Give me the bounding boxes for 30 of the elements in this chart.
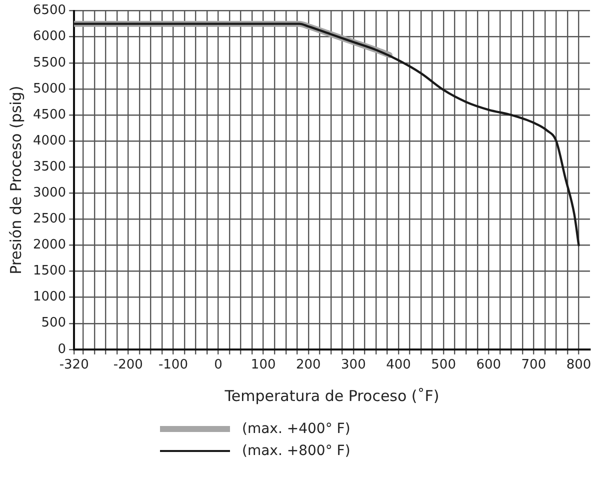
y-tick-label: 3000 [32, 186, 66, 200]
x-tick-label: 300 [341, 358, 366, 373]
x-tick-label: -100 [158, 358, 188, 373]
legend-label: (max. +400° F) [242, 421, 350, 437]
x-tick-label: 400 [386, 358, 411, 373]
x-tick-label: 200 [296, 358, 321, 373]
x-tick-label: 100 [250, 358, 276, 373]
legend-label: (max. +800° F) [242, 443, 350, 459]
x-tick-label: 600 [476, 358, 502, 373]
x-axis-title: Temperatura de Proceso (˚F) [224, 386, 440, 405]
y-tick-label: 5500 [32, 55, 66, 70]
y-axis-title: Presión de Proceso (psig) [6, 86, 25, 274]
y-tick-label: 2000 [32, 238, 66, 253]
y-tick-label: 2500 [32, 212, 66, 227]
x-tick-label: 800 [566, 358, 592, 373]
x-tick-label: 500 [431, 358, 456, 373]
y-tick-label: 0 [58, 342, 66, 357]
y-tick-label: 500 [41, 316, 66, 331]
x-tick-label: 0 [214, 358, 222, 373]
x-tick-label: -200 [113, 358, 143, 373]
x-tick-label: 700 [521, 358, 546, 373]
y-tick-label: 6000 [32, 29, 66, 44]
y-tick-label: 3500 [32, 159, 66, 174]
y-tick-label: 5000 [32, 81, 66, 96]
y-tick-label: 1500 [32, 264, 66, 279]
x-tick-label: -320 [59, 358, 89, 373]
y-tick-label: 4500 [32, 107, 66, 122]
y-tick-label: 4000 [32, 133, 66, 148]
y-tick-label: 1000 [32, 290, 66, 305]
y-tick-label: 6500 [32, 3, 66, 18]
